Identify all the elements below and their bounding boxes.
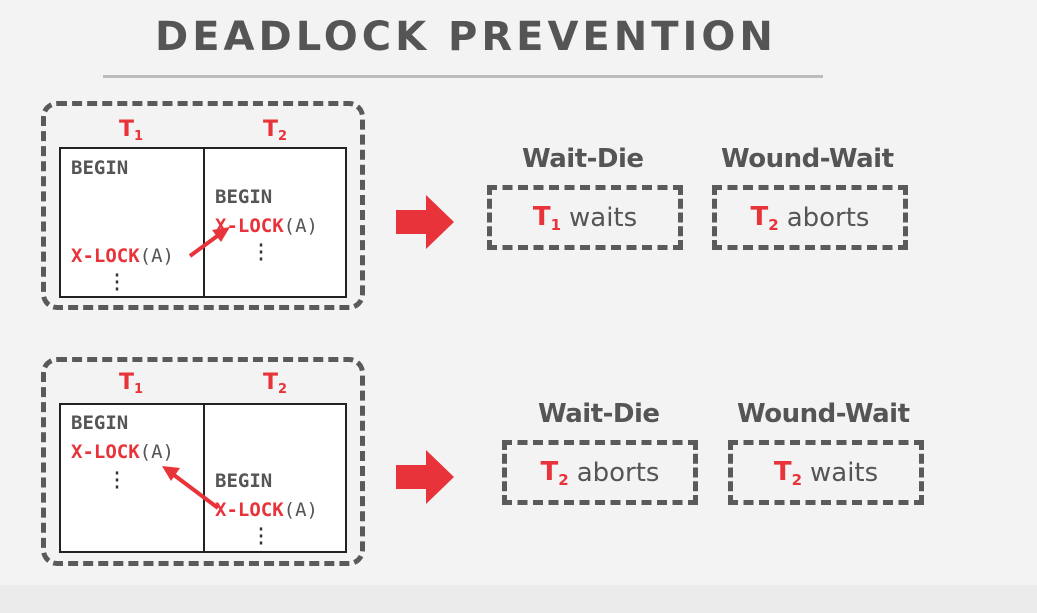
scenario-2-t1-header: T1 (119, 370, 144, 397)
scenario-2-wait-die-result: T2 aborts (502, 440, 698, 505)
scenario-1-t2-header: T2 (263, 117, 288, 144)
scenario-1-wound-wait-result: T2 aborts (712, 185, 908, 250)
scenario-1-lock-arrow (188, 227, 230, 258)
footer-band (0, 585, 1037, 613)
scenario-2-lock-arrow (162, 466, 220, 510)
scenario-2-wound-wait-result: T2 waits (728, 440, 924, 505)
scenario-1-t1-header: T1 (119, 117, 144, 144)
scenario-1-t2-begin: BEGIN (215, 186, 273, 208)
scenario-1-t1-begin: BEGIN (71, 157, 129, 179)
scenario-2-result-arrow (396, 450, 454, 504)
scenario-2-t1-begin: BEGIN (71, 412, 129, 434)
scenario-2-t2-ellipsis: · · · (255, 517, 268, 555)
scenario-1-wait-die-result: T1 waits (487, 185, 683, 250)
scenario-2-wound-wait-heading: Wound-Wait (737, 399, 910, 429)
scenario-1-wound-wait-heading: Wound-Wait (721, 144, 894, 174)
scenario-1-panel (41, 101, 365, 310)
scenario-1-wait-die-heading: Wait-Die (522, 144, 644, 174)
title-rule (103, 75, 823, 78)
scenario-2-panel (41, 357, 365, 566)
slide-title: DEADLOCK PREVENTION (155, 14, 777, 60)
schedule-divider (203, 149, 205, 296)
scenario-2-t2-lock: X-LOCK(A) (215, 499, 318, 521)
scenario-1-t2-ellipsis: · · · (255, 233, 268, 271)
scenario-1-t1-lock: X-LOCK(A) (71, 245, 174, 267)
scenario-1-result-arrow (396, 195, 454, 249)
scenario-2-t1-ellipsis: · · · (111, 461, 124, 499)
scenario-2-wait-die-heading: Wait-Die (538, 399, 660, 429)
scenario-2-schedule (59, 403, 347, 553)
scenario-2-t1-lock: X-LOCK(A) (71, 441, 174, 463)
scenario-2-t2-header: T2 (263, 370, 288, 397)
scenario-2-t2-begin: BEGIN (215, 470, 273, 492)
scenario-1-t2-lock: X-LOCK(A) (215, 215, 318, 237)
scenario-1-t1-ellipsis: · · · (111, 263, 124, 301)
scenario-1-schedule (59, 147, 347, 298)
schedule-divider (203, 405, 205, 551)
